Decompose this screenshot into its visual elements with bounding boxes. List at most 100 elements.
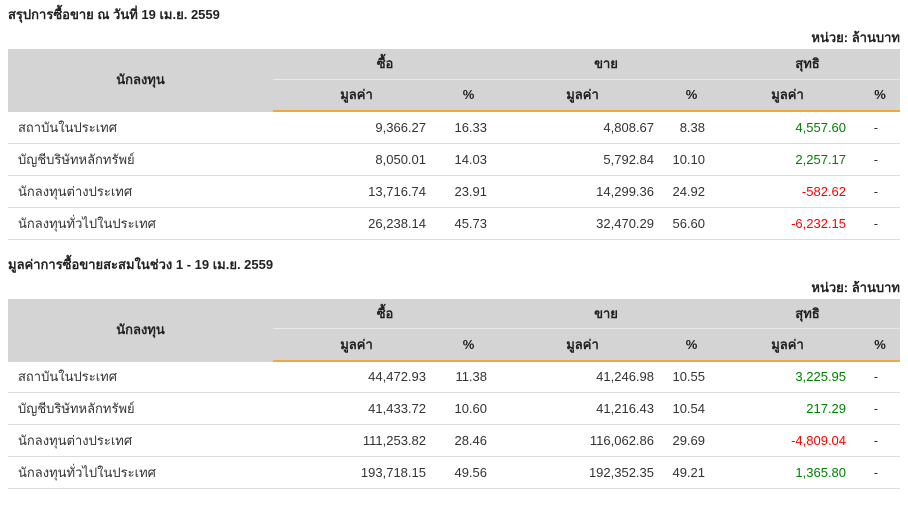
buy-value: 41,433.72 [273,392,440,425]
header-buy-percent: % [440,328,498,362]
investor-name: นักลงทุนต่างประเทศ [8,424,273,457]
header-sell-value: มูลค่า [497,79,669,112]
header-buy-group: ซื้อ [273,49,498,80]
header-sell-group: ขาย [497,49,716,80]
net-value: 2,257.17 [715,143,861,176]
header-net-group: สุทธิ [715,49,901,80]
table-header: นักลงทุน ซื้อ ขาย สุทธิ มูลค่า % มูลค่า … [8,49,901,112]
sell-value: 14,299.36 [497,175,669,208]
sell-percent: 29.69 [668,424,716,457]
header-net-percent: % [860,79,901,112]
sell-value: 5,792.84 [497,143,669,176]
table-row: นักลงทุนต่างประเทศ 13,716.74 23.91 14,29… [8,175,901,208]
net-percent: - [860,360,901,393]
table-header: นักลงทุน ซื้อ ขาย สุทธิ มูลค่า % มูลค่า … [8,298,901,362]
buy-value: 26,238.14 [273,207,440,240]
buy-percent: 45.73 [440,207,498,240]
net-percent: - [860,392,901,425]
header-sell-value: มูลค่า [497,328,669,362]
buy-value: 9,366.27 [273,111,440,144]
buy-percent: 10.60 [440,392,498,425]
net-value-text: 1,365.80 [795,465,847,480]
buy-percent: 16.33 [440,111,498,144]
investor-name: นักลงทุนทั่วไปในประเทศ [8,207,273,240]
net-percent: - [860,207,901,240]
buy-value: 13,716.74 [273,175,440,208]
buy-percent: 14.03 [440,143,498,176]
sell-value: 192,352.35 [497,456,669,489]
table-row: นักลงทุนทั่วไปในประเทศ 26,238.14 45.73 3… [8,207,901,240]
buy-percent: 11.38 [440,360,498,393]
header-buy-value: มูลค่า [273,328,440,362]
table-row: บัญชีบริษัทหลักทรัพย์ 41,433.72 10.60 41… [8,392,901,425]
sell-percent: 8.38 [668,111,716,144]
sell-percent: 10.55 [668,360,716,393]
page-title: สรุปการซื้อขาย ณ วันที่ 19 เม.ย. 2559 [8,7,220,22]
table-row: บัญชีบริษัทหลักทรัพย์ 8,050.01 14.03 5,7… [8,143,901,176]
buy-value: 111,253.82 [273,424,440,457]
header-net-value: มูลค่า [715,328,861,362]
header-buy-group: ซื้อ [273,298,498,329]
net-value-text: 4,557.60 [795,119,847,135]
net-value-text: 3,225.95 [795,369,847,385]
daily-summary-section: สรุปการซื้อขาย ณ วันที่ 19 เม.ย. 2559 หน… [8,4,901,240]
unit-label: หน่วย: ล้านบาท [811,30,900,45]
net-value-text: -582.62 [801,183,847,199]
header-buy-percent: % [440,79,498,112]
sell-value: 4,808.67 [497,111,669,144]
net-value: -6,232.15 [715,207,861,240]
header-sell-percent: % [668,328,716,362]
header-sell-group: ขาย [497,298,716,329]
sell-percent: 10.10 [668,143,716,176]
net-percent: - [860,424,901,457]
net-percent: - [860,111,901,144]
net-value-text: 217.29 [806,401,847,416]
net-value: 4,557.60 [715,111,861,144]
table-row: นักลงทุนต่างประเทศ 111,253.82 28.46 116,… [8,424,901,457]
header-sell-percent: % [668,79,716,112]
sell-percent: 56.60 [668,207,716,240]
cumulative-summary-section: มูลค่าการซื้อขายสะสมในช่วง 1 - 19 เม.ย. … [8,254,901,489]
table-row: สถาบันในประเทศ 9,366.27 16.33 4,808.67 8… [8,111,901,144]
net-value: 3,225.95 [715,360,861,393]
header-net-value: มูลค่า [715,79,861,112]
net-value-text: -6,232.15 [791,215,847,231]
investor-name: นักลงทุนต่างประเทศ [8,175,273,208]
investor-name: สถาบันในประเทศ [8,111,273,144]
net-percent: - [860,143,901,176]
unit-label: หน่วย: ล้านบาท [811,279,900,295]
header-investor: นักลงทุน [8,298,273,362]
sell-value: 41,216.43 [497,392,669,425]
buy-value: 193,718.15 [273,456,440,489]
buy-percent: 28.46 [440,424,498,457]
buy-percent: 23.91 [440,175,498,208]
investor-name: สถาบันในประเทศ [8,360,273,393]
buy-percent: 49.56 [440,456,498,489]
sell-value: 41,246.98 [497,360,669,393]
net-value: 1,365.80 [715,456,861,489]
section-title: มูลค่าการซื้อขายสะสมในช่วง 1 - 19 เม.ย. … [8,256,274,272]
table-row: สถาบันในประเทศ 44,472.93 11.38 41,246.98… [8,360,901,393]
buy-value: 8,050.01 [273,143,440,176]
net-value: -582.62 [715,175,861,208]
net-value: 217.29 [715,392,861,425]
investor-name: บัญชีบริษัทหลักทรัพย์ [8,143,273,176]
sell-percent: 49.21 [668,456,716,489]
sell-percent: 10.54 [668,392,716,425]
header-net-group: สุทธิ [715,298,901,329]
net-value-text: 2,257.17 [795,151,847,167]
net-percent: - [860,175,901,208]
net-value: -4,809.04 [715,424,861,457]
investor-name: นักลงทุนทั่วไปในประเทศ [8,456,273,489]
sell-percent: 24.92 [668,175,716,208]
sell-value: 32,470.29 [497,207,669,240]
sell-value: 116,062.86 [497,424,669,457]
investor-name: บัญชีบริษัทหลักทรัพย์ [8,392,273,425]
cumulative-trading-summary-table: นักลงทุน ซื้อ ขาย สุทธิ มูลค่า % มูลค่า … [8,298,901,489]
table-row: นักลงทุนทั่วไปในประเทศ 193,718.15 49.56 … [8,456,901,489]
daily-trading-summary-table: นักลงทุน ซื้อ ขาย สุทธิ มูลค่า % มูลค่า … [8,49,901,240]
net-percent: - [860,456,901,489]
header-net-percent: % [860,328,901,362]
header-investor: นักลงทุน [8,49,273,112]
header-buy-value: มูลค่า [273,79,440,112]
